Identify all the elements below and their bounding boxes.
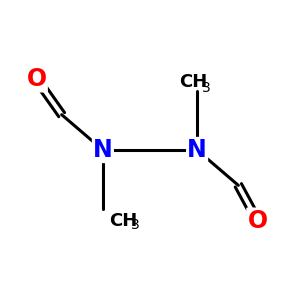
Text: CH: CH bbox=[109, 212, 137, 230]
Text: 3: 3 bbox=[131, 218, 140, 232]
Text: N: N bbox=[93, 138, 113, 162]
Text: 3: 3 bbox=[202, 81, 210, 94]
Text: CH: CH bbox=[179, 73, 208, 91]
Text: O: O bbox=[27, 67, 47, 91]
Text: O: O bbox=[248, 209, 268, 233]
Text: N: N bbox=[187, 138, 207, 162]
